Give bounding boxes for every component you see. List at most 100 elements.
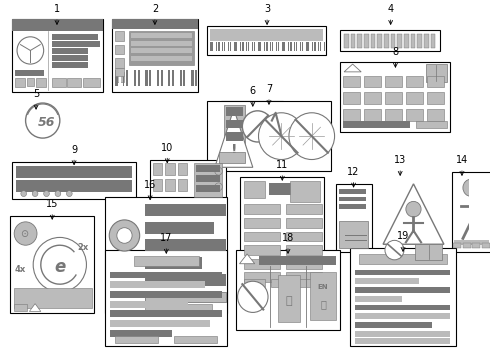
Bar xyxy=(236,250,340,330)
Bar xyxy=(196,175,220,182)
Circle shape xyxy=(67,191,72,197)
Bar xyxy=(364,92,381,104)
Bar xyxy=(427,76,444,87)
Text: e: e xyxy=(54,258,66,276)
Bar xyxy=(296,42,297,51)
Bar xyxy=(196,165,220,172)
Bar xyxy=(112,19,197,92)
Circle shape xyxy=(243,111,273,142)
Bar xyxy=(277,275,300,322)
Bar xyxy=(115,68,124,76)
Text: 8: 8 xyxy=(392,47,398,67)
Bar xyxy=(426,64,447,82)
Bar xyxy=(110,310,222,317)
Bar xyxy=(236,42,238,51)
Bar xyxy=(416,121,447,129)
Bar xyxy=(463,243,470,248)
Text: 56: 56 xyxy=(38,116,55,129)
Circle shape xyxy=(14,222,37,245)
Circle shape xyxy=(215,183,222,191)
Circle shape xyxy=(215,167,222,175)
Text: 15: 15 xyxy=(46,199,58,219)
Bar xyxy=(10,216,94,314)
Bar xyxy=(153,163,163,175)
Bar xyxy=(146,274,226,286)
Bar xyxy=(52,49,88,54)
Bar xyxy=(272,42,273,51)
Bar xyxy=(280,42,281,51)
Bar xyxy=(355,296,402,302)
Circle shape xyxy=(32,191,38,197)
Bar xyxy=(274,42,276,51)
Bar xyxy=(244,42,245,51)
Bar xyxy=(187,70,189,86)
Bar xyxy=(297,279,318,287)
Bar xyxy=(300,42,301,51)
Bar xyxy=(266,42,269,51)
Circle shape xyxy=(406,201,421,217)
Bar xyxy=(343,121,410,129)
Bar xyxy=(110,271,222,278)
Bar xyxy=(146,239,226,251)
Bar xyxy=(105,197,227,314)
Bar xyxy=(411,34,416,48)
Bar xyxy=(244,245,280,255)
Bar xyxy=(314,42,316,51)
Bar xyxy=(406,109,423,121)
Bar xyxy=(110,330,172,337)
Bar xyxy=(180,70,181,86)
Bar xyxy=(218,42,220,51)
Bar xyxy=(115,72,124,82)
Bar xyxy=(324,42,325,51)
Text: 1: 1 xyxy=(54,4,60,24)
Bar xyxy=(256,42,257,51)
Bar xyxy=(115,31,124,41)
Bar xyxy=(271,279,292,287)
Bar xyxy=(191,70,194,86)
Bar xyxy=(364,34,369,48)
Bar xyxy=(52,41,100,46)
Bar xyxy=(282,42,284,51)
Bar xyxy=(286,273,322,282)
Bar xyxy=(161,70,164,86)
Bar xyxy=(318,42,319,51)
Bar xyxy=(294,42,295,51)
Bar xyxy=(340,197,366,201)
Bar xyxy=(340,221,368,248)
Bar xyxy=(248,42,249,51)
Bar xyxy=(357,34,362,48)
Bar xyxy=(355,270,450,275)
Bar xyxy=(130,70,133,86)
Bar xyxy=(14,288,92,307)
Circle shape xyxy=(17,37,44,64)
Bar xyxy=(105,250,227,346)
Bar xyxy=(220,42,221,51)
Bar xyxy=(416,244,442,260)
Bar xyxy=(122,70,124,86)
Bar xyxy=(110,320,210,327)
Bar xyxy=(385,92,402,104)
Bar xyxy=(52,55,88,61)
Bar xyxy=(344,34,349,48)
Bar xyxy=(454,240,489,245)
Text: 12: 12 xyxy=(347,167,360,187)
Bar xyxy=(15,70,44,76)
Text: !: ! xyxy=(231,143,237,157)
Bar xyxy=(12,19,102,31)
Bar xyxy=(212,42,214,51)
Circle shape xyxy=(289,113,335,159)
Bar xyxy=(131,49,192,53)
Polygon shape xyxy=(240,254,255,264)
Bar xyxy=(138,70,140,86)
Text: 6: 6 xyxy=(250,86,256,106)
Bar xyxy=(172,70,174,86)
Bar xyxy=(355,338,450,343)
Bar xyxy=(146,204,226,216)
Circle shape xyxy=(25,103,60,138)
Bar xyxy=(278,42,279,51)
Bar xyxy=(129,31,194,65)
Bar xyxy=(304,42,305,51)
Circle shape xyxy=(33,238,86,292)
Bar xyxy=(404,34,409,48)
Bar xyxy=(306,42,308,51)
